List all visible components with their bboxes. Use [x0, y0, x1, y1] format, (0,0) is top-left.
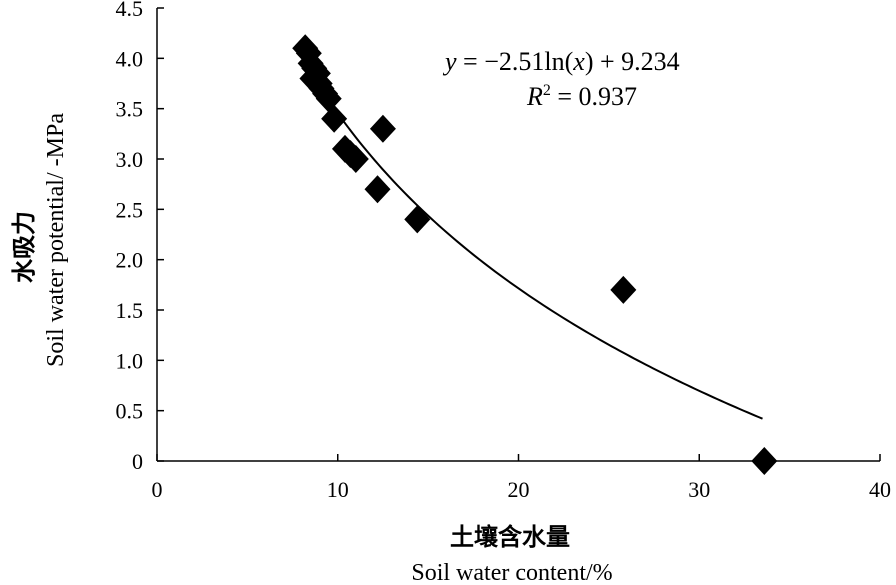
y-axis-label: Soil water potential/ -MPa: [43, 113, 69, 367]
trendline-equation: y = −2.51ln(x) + 9.234: [442, 47, 680, 76]
data-point: [364, 175, 391, 204]
y-tick-label: 1.0: [116, 348, 144, 373]
y-tick-label: 2.0: [116, 248, 144, 273]
data-point: [610, 275, 637, 304]
data-point: [404, 205, 431, 234]
x-axis-label-cn: 土壤含水量: [450, 523, 570, 551]
data-point: [751, 447, 778, 475]
data-point: [342, 145, 369, 173]
x-axis-label: Soil water content/%: [411, 560, 612, 585]
x-tick-label: 40: [869, 477, 891, 502]
x-tick-label: 0: [152, 477, 163, 502]
y-tick-label: 1.5: [116, 298, 144, 323]
data-point: [369, 114, 396, 143]
x-tick-label: 10: [327, 477, 349, 502]
y-axis-label-cn: 水吸力: [10, 211, 38, 283]
y-tick-label: 0: [132, 449, 143, 474]
y-tick-label: 2.5: [116, 197, 144, 222]
y-tick-label: 4.0: [116, 46, 144, 71]
y-tick-label: 4.5: [116, 0, 144, 21]
data-point: [315, 84, 342, 113]
y-ticks: 0 0.5 1.0 1.5 2.0 2.5 3.0 3.5 4.0 4.5: [116, 0, 164, 474]
y-tick-label: 3.5: [116, 97, 144, 122]
trendline: [309, 71, 763, 420]
data-point: [321, 104, 348, 133]
x-tick-label: 20: [508, 477, 530, 502]
r-squared: R2 = 0.937: [526, 82, 637, 111]
y-tick-label: 0.5: [116, 399, 144, 424]
data-points: [292, 34, 778, 475]
y-tick-label: 3.0: [116, 147, 144, 172]
x-tick-label: 30: [688, 477, 710, 502]
x-ticks: 0 10 20 30 40: [152, 454, 891, 502]
